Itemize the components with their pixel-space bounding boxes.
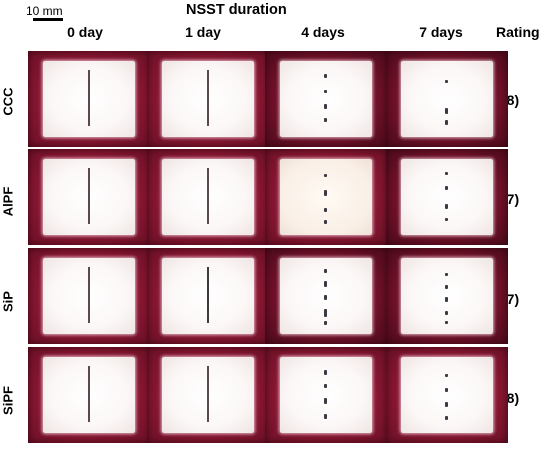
column-label-4-days: 4 days bbox=[301, 24, 345, 40]
specimen-photo-alpf-7-days bbox=[386, 149, 508, 245]
specimen-photo-sipf-4-days bbox=[265, 347, 387, 443]
column-label-0-day: 0 day bbox=[67, 24, 103, 40]
specimen-photo-alpf-0-day bbox=[28, 149, 150, 245]
scale-bar bbox=[33, 18, 63, 21]
specimen-photo-sipf-0-day bbox=[28, 347, 150, 443]
row-label-ccc: CCC bbox=[0, 87, 16, 116]
specimen-photo-ccc-0-day bbox=[28, 51, 150, 147]
specimen-photo-sipf-1-day bbox=[147, 347, 269, 443]
specimen-photo-ccc-1-day bbox=[147, 51, 269, 147]
specimen-photo-ccc-4-days bbox=[265, 51, 387, 147]
specimen-photo-alpf-1-day bbox=[147, 149, 269, 245]
specimen-photo-sipf-7-days bbox=[386, 347, 508, 443]
specimen-photo-sip-1-day bbox=[147, 248, 269, 344]
specimen-photo-sip-4-days bbox=[265, 248, 387, 344]
row-label-alpf: AlPF bbox=[0, 186, 16, 217]
figure-title: NSST duration bbox=[186, 2, 287, 18]
column-label-7-days: 7 days bbox=[419, 24, 463, 40]
specimen-photo-ccc-7-days bbox=[386, 51, 508, 147]
specimen-photo-alpf-4-days bbox=[265, 149, 387, 245]
specimen-photo-sip-7-days bbox=[386, 248, 508, 344]
row-label-sip: SiP bbox=[0, 291, 16, 312]
row-label-sipf: SiPF bbox=[0, 386, 16, 415]
column-label-1-day: 1 day bbox=[185, 24, 221, 40]
rating-header: Rating bbox=[496, 24, 540, 40]
specimen-photo-sip-0-day bbox=[28, 248, 150, 344]
scale-bar-label: 10 mm bbox=[26, 4, 63, 18]
